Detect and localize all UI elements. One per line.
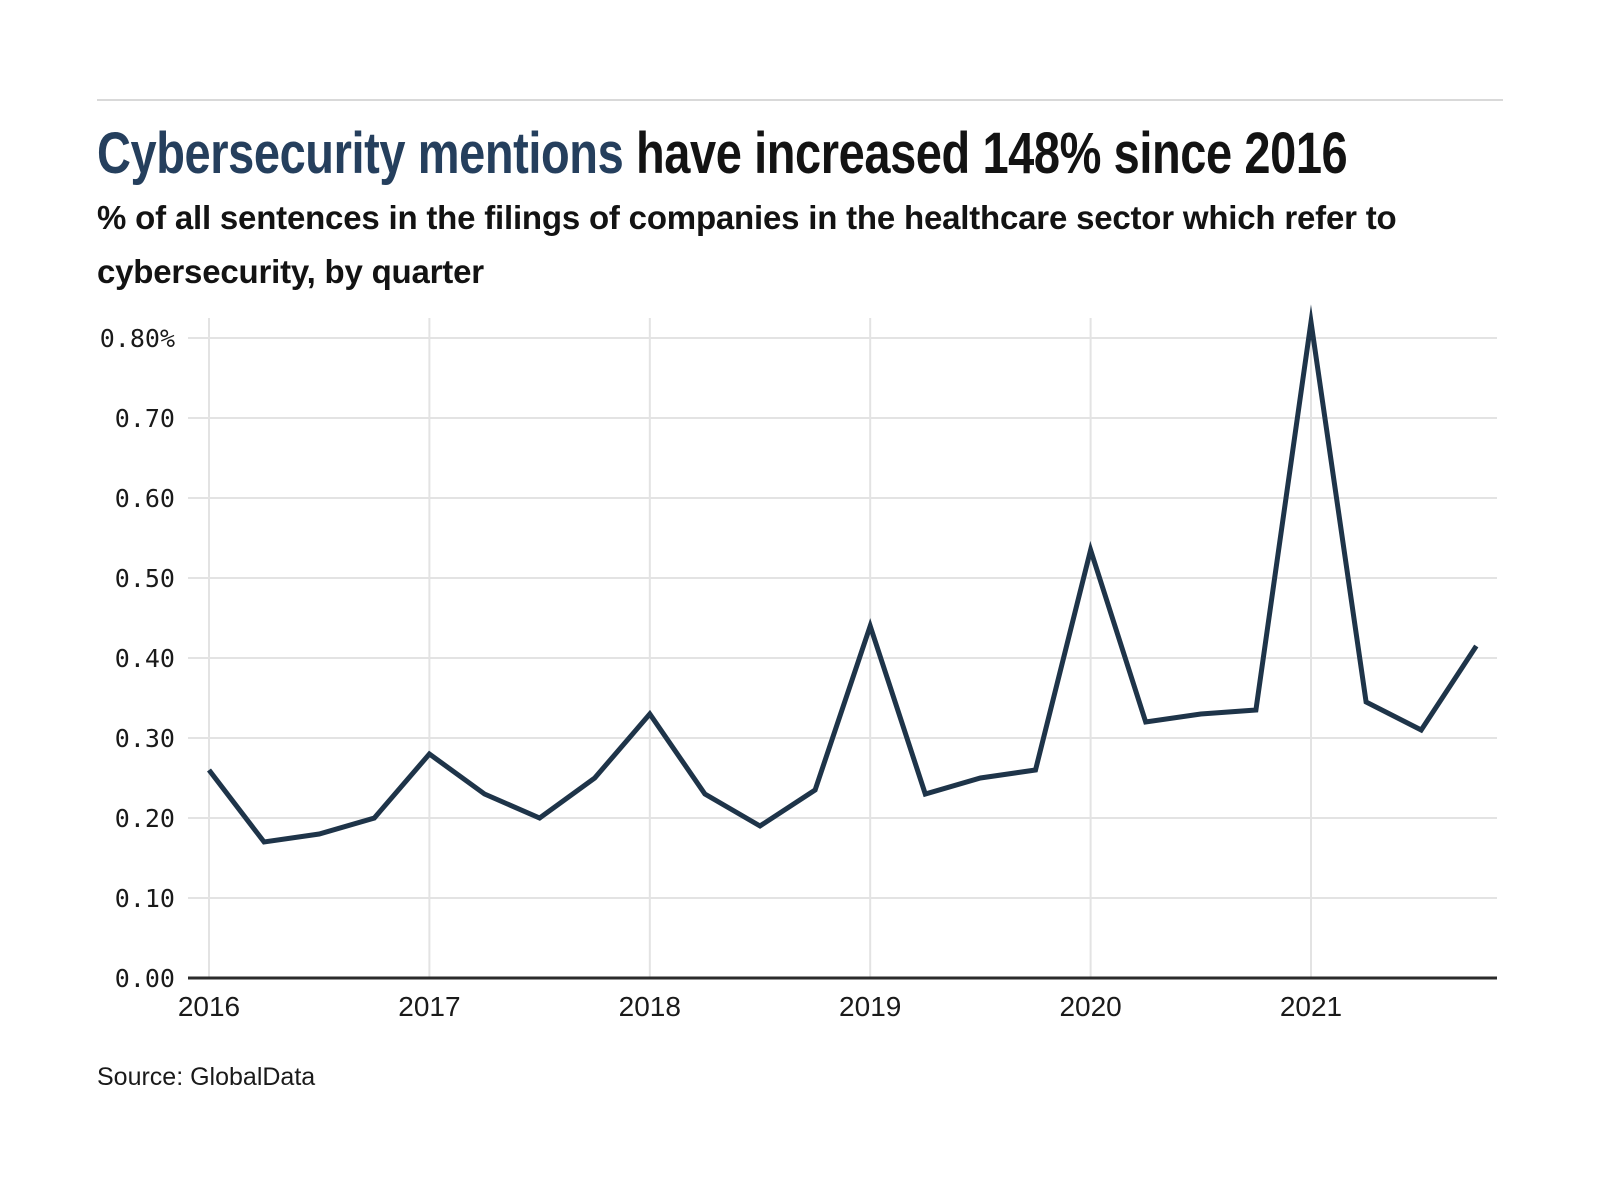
svg-text:0.40: 0.40 [115,644,175,673]
page-title: Cybersecurity mentions have increased 14… [97,121,1348,186]
svg-text:2017: 2017 [398,991,460,1022]
vertical-gridlines [208,318,1312,978]
svg-text:0.70: 0.70 [115,404,175,433]
svg-text:2019: 2019 [839,991,901,1022]
svg-text:2020: 2020 [1059,991,1121,1022]
source-note: Source: GlobalData [97,1063,316,1091]
horizontal-gridlines [188,337,1497,899]
y-axis-labels: 0.00 0.10 0.20 0.30 0.40 0.50 0.60 0.70 0.80% [100,324,175,993]
svg-text:0.80%: 0.80% [100,324,175,353]
svg-text:0.60: 0.60 [115,484,175,513]
chart-subtitle: % of all sentences in the filings of com… [97,199,1397,290]
data-line [207,304,1479,845]
title-rest: have increased 148% since 2016 [623,121,1348,186]
svg-text:0.20: 0.20 [115,804,175,833]
svg-text:0.00: 0.00 [115,964,175,993]
svg-text:2021: 2021 [1280,991,1342,1022]
svg-text:0.50: 0.50 [115,564,175,593]
x-axis-labels: 2016 2017 2018 2019 2020 2021 [178,991,1342,1022]
svg-text:2016: 2016 [178,991,240,1022]
svg-text:2018: 2018 [619,991,681,1022]
svg-text:0.30: 0.30 [115,724,175,753]
top-divider [97,99,1503,101]
title-highlight: Cybersecurity mentions [97,121,624,186]
svg-text:0.10: 0.10 [115,884,175,913]
